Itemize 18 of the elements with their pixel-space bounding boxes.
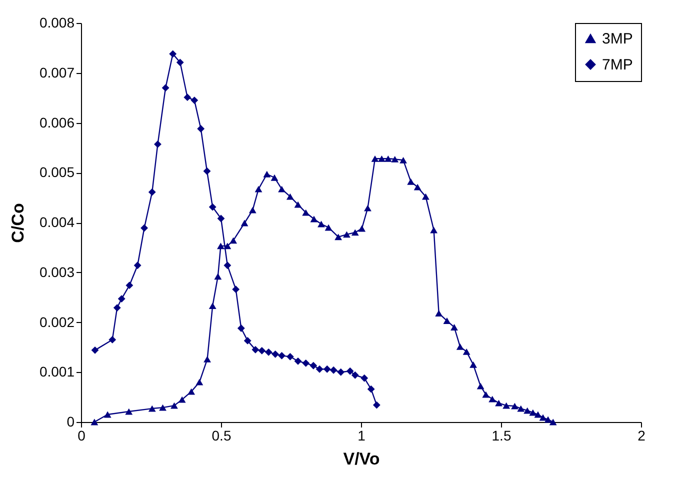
y-tick-label: 0.003 (39, 264, 75, 280)
y-tick-label: 0.006 (39, 114, 75, 130)
x-tick-label: 0.5 (212, 428, 232, 444)
x-tick-label: 1 (358, 428, 366, 444)
y-axis-title: C/Co (8, 203, 28, 243)
y-tick-label: 0.002 (39, 314, 75, 330)
x-tick-label: 0 (78, 428, 86, 444)
legend-label: 7MP (602, 56, 633, 74)
y-tick-label: 0.004 (39, 214, 75, 230)
y-tick-label: 0.001 (39, 364, 75, 380)
x-tick-label: 2 (638, 428, 646, 444)
y-tick-label: 0.007 (39, 64, 75, 80)
y-tick-label: 0.005 (39, 164, 75, 180)
legend-label: 3MP (602, 30, 633, 48)
y-tick-label: 0 (66, 414, 75, 430)
y-tick-label: 0.008 (39, 14, 75, 30)
x-tick-label: 1.5 (492, 428, 512, 444)
x-axis-title: V/Vo (343, 450, 380, 468)
